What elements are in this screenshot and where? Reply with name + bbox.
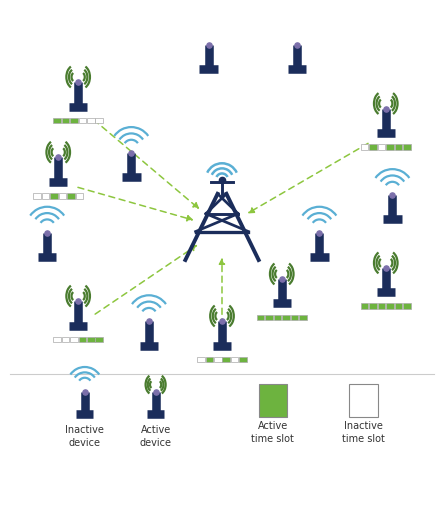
Text: Inactive
time slot: Inactive time slot: [342, 421, 385, 444]
Text: Inactive
device: Inactive device: [65, 425, 104, 448]
Text: Active
device: Active device: [139, 425, 172, 448]
Bar: [239, 357, 247, 362]
Bar: [395, 144, 402, 150]
Bar: [403, 303, 411, 309]
Bar: [378, 144, 385, 150]
Bar: [369, 303, 377, 309]
Bar: [62, 118, 69, 123]
Bar: [33, 193, 41, 198]
Text: Active
time slot: Active time slot: [251, 421, 294, 444]
Bar: [53, 337, 61, 342]
Bar: [95, 118, 103, 123]
Bar: [274, 315, 281, 320]
Bar: [395, 303, 402, 309]
Bar: [222, 357, 230, 362]
Bar: [369, 144, 377, 150]
Bar: [403, 144, 411, 150]
Bar: [291, 315, 298, 320]
Bar: [42, 193, 49, 198]
Bar: [378, 303, 385, 309]
Bar: [79, 337, 86, 342]
Bar: [70, 118, 78, 123]
Bar: [258, 384, 287, 417]
Bar: [87, 337, 95, 342]
Bar: [386, 303, 394, 309]
Bar: [299, 315, 307, 320]
Bar: [75, 193, 83, 198]
Bar: [349, 384, 378, 417]
Bar: [87, 118, 95, 123]
Bar: [62, 337, 69, 342]
Bar: [214, 357, 222, 362]
Bar: [70, 337, 78, 342]
Bar: [361, 303, 369, 309]
Bar: [257, 315, 265, 320]
Bar: [95, 337, 103, 342]
Bar: [67, 193, 75, 198]
Bar: [206, 357, 213, 362]
Bar: [50, 193, 58, 198]
Bar: [197, 357, 205, 362]
Bar: [386, 144, 394, 150]
Bar: [282, 315, 290, 320]
Bar: [59, 193, 66, 198]
Bar: [79, 118, 86, 123]
Bar: [231, 357, 238, 362]
Bar: [53, 118, 61, 123]
Bar: [361, 144, 369, 150]
Bar: [266, 315, 273, 320]
